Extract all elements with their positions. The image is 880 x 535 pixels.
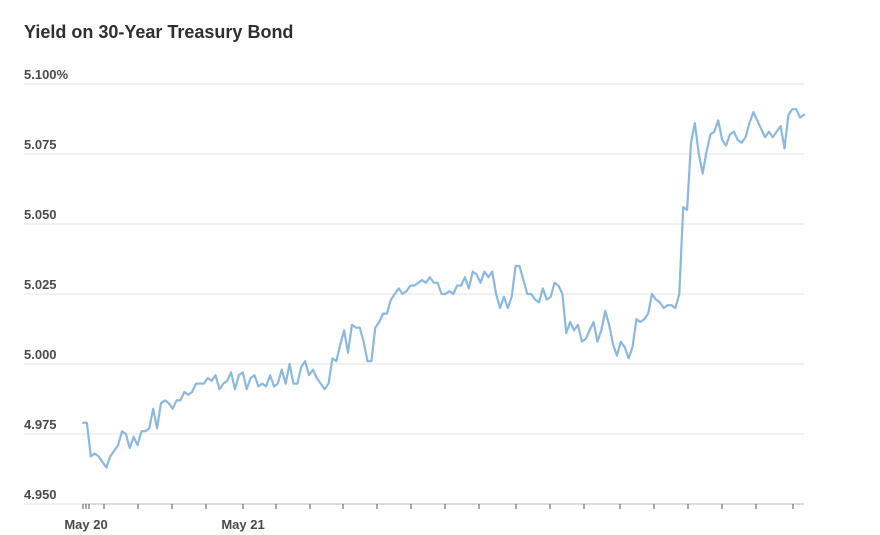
y-axis-ticks: 4.950 4.975 5.000 5.025 5.050 5.075 5.100% (24, 67, 69, 502)
y-tick-label: 5.000 (24, 347, 57, 362)
x-axis: May 20 May 21 (64, 503, 804, 532)
gridlines (24, 83, 804, 505)
series-line (81, 108, 806, 469)
series-layer (81, 108, 806, 469)
x-tick-label: May 21 (221, 517, 264, 532)
y-tick-label: 5.075 (24, 137, 57, 152)
y-tick-label: 5.025 (24, 277, 57, 292)
y-tick-label: 5.050 (24, 207, 57, 222)
y-tick-label: 4.975 (24, 417, 57, 432)
y-tick-label: 5.100% (24, 67, 69, 82)
y-tick-label: 4.950 (24, 487, 57, 502)
chart-title: Yield on 30-Year Treasury Bond (24, 22, 294, 42)
x-tick-label: May 20 (64, 517, 107, 532)
